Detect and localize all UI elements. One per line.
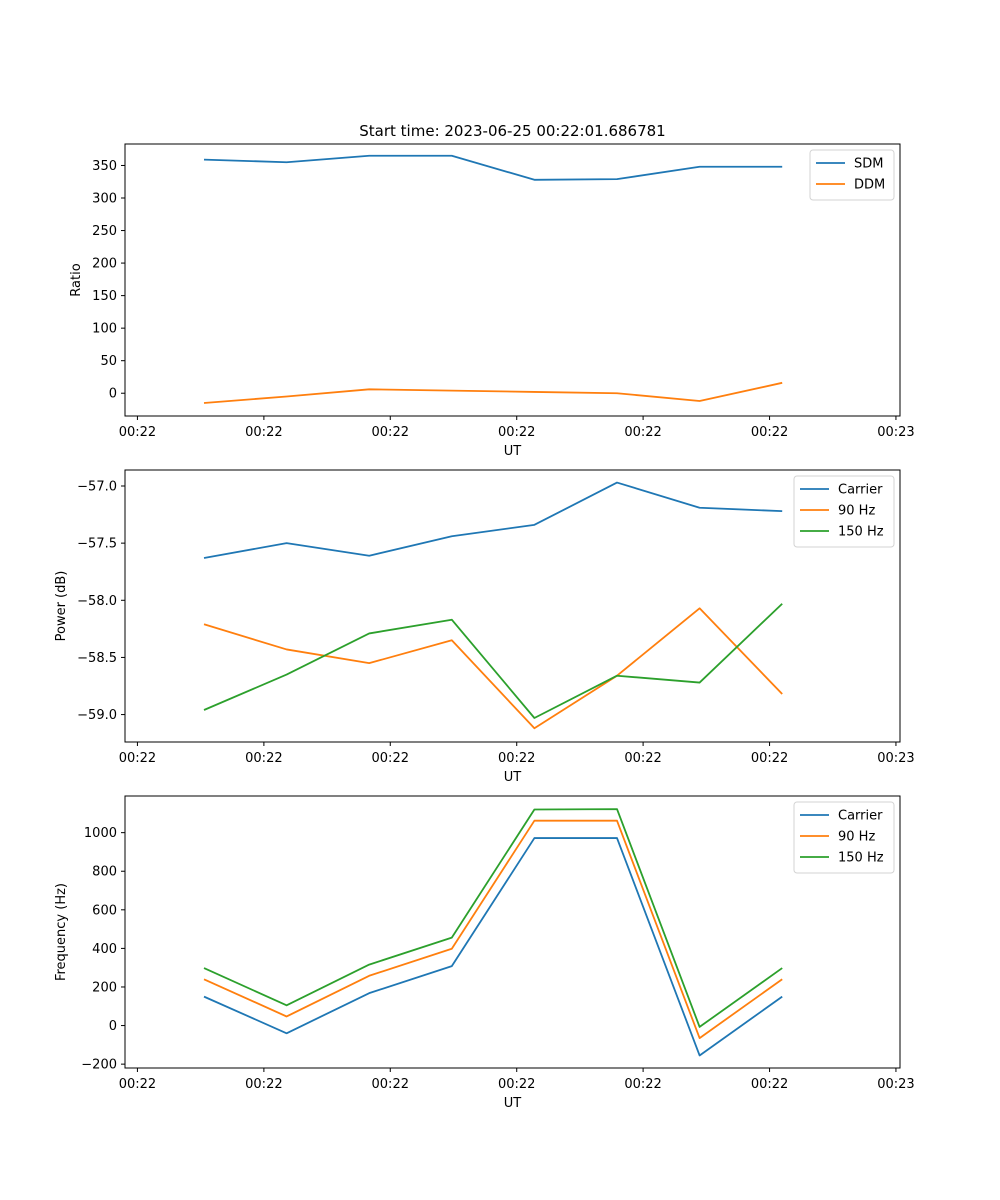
y-tick-label: −59.0 bbox=[77, 708, 117, 723]
y-axis-label: Frequency (Hz) bbox=[54, 883, 69, 981]
y-tick-label: 1000 bbox=[84, 826, 117, 841]
series-line-150-hz bbox=[203, 808, 783, 1028]
x-axis-label: UT bbox=[504, 770, 522, 785]
legend-label: 150 Hz bbox=[838, 525, 884, 540]
y-tick-label: 250 bbox=[92, 224, 117, 239]
x-tick-label: 00:23 bbox=[877, 751, 914, 766]
x-tick-label: 00:22 bbox=[751, 751, 788, 766]
x-tick-label: 00:22 bbox=[498, 751, 535, 766]
y-tick-label: 0 bbox=[109, 1019, 117, 1034]
y-tick-label: 800 bbox=[92, 865, 117, 880]
x-tick-label: 00:22 bbox=[624, 751, 661, 766]
series-line-carrier bbox=[203, 481, 783, 559]
legend bbox=[793, 801, 895, 874]
x-tick-label: 00:22 bbox=[245, 425, 282, 440]
legend-label: SDM bbox=[854, 157, 883, 172]
y-tick-label: 300 bbox=[92, 192, 117, 207]
x-tick-label: 00:22 bbox=[751, 425, 788, 440]
x-tick-label: 00:22 bbox=[119, 425, 156, 440]
chart-panel-1: Start time: 2023-06-25 00:22:01.686781 0 5… bbox=[69, 122, 915, 459]
y-tick-label: 200 bbox=[92, 980, 117, 995]
x-tick-label: 00:22 bbox=[372, 751, 409, 766]
series-line-sdm bbox=[203, 154, 783, 181]
y-axis-label: Power (dB) bbox=[54, 571, 69, 642]
y-tick-label: 200 bbox=[92, 257, 117, 272]
legend-label: 150 Hz bbox=[838, 851, 884, 866]
legend-label: Carrier bbox=[838, 809, 883, 824]
x-axis-label: UT bbox=[504, 1096, 522, 1111]
x-tick-label: 00:22 bbox=[372, 425, 409, 440]
axes-frame bbox=[124, 143, 901, 417]
x-tick-label: 00:22 bbox=[372, 1077, 409, 1092]
y-tick-label: 350 bbox=[92, 159, 117, 174]
x-axis-label: UT bbox=[504, 444, 522, 459]
series-line-90-hz bbox=[203, 607, 783, 730]
x-tick-label: 00:22 bbox=[751, 1077, 788, 1092]
chart-panel-2: −59.0 −58.5 −58.0 −57.5 −57.0 00:22 00:22 00:22… bbox=[54, 469, 915, 785]
series-line-90-hz bbox=[203, 819, 783, 1039]
series-line-ddm bbox=[203, 381, 783, 404]
x-tick-label: 00:22 bbox=[245, 751, 282, 766]
y-tick-label: 50 bbox=[100, 354, 117, 369]
x-tick-label: 00:22 bbox=[119, 1077, 156, 1092]
series-line-150-hz bbox=[203, 603, 783, 719]
x-tick-label: 00:22 bbox=[498, 1077, 535, 1092]
legend-label: Carrier bbox=[838, 483, 883, 498]
axes-frame bbox=[124, 469, 901, 743]
series-line-carrier bbox=[203, 837, 783, 1057]
chart-panel-3: −200 0 200 400 600 800 1000 00:22 00:22 00:22 00:2… bbox=[54, 795, 915, 1111]
y-tick-label: −57.0 bbox=[77, 480, 117, 495]
y-tick-label: 600 bbox=[92, 903, 117, 918]
legend-label: 90 Hz bbox=[838, 830, 875, 845]
x-tick-label: 00:23 bbox=[877, 425, 914, 440]
axes-frame bbox=[124, 795, 901, 1069]
y-tick-label: 0 bbox=[109, 387, 117, 402]
y-tick-label: 100 bbox=[92, 322, 117, 337]
y-tick-label: −200 bbox=[81, 1058, 117, 1073]
x-tick-label: 00:22 bbox=[624, 425, 661, 440]
y-tick-label: −58.0 bbox=[77, 594, 117, 609]
x-tick-label: 00:23 bbox=[877, 1077, 914, 1092]
x-tick-label: 00:22 bbox=[498, 425, 535, 440]
panels: Start time: 2023-06-25 00:22:01.686781 0 5… bbox=[54, 122, 915, 1111]
legend-label: DDM bbox=[854, 178, 885, 193]
legend-label: 90 Hz bbox=[838, 504, 875, 519]
x-tick-label: 00:22 bbox=[624, 1077, 661, 1092]
y-tick-label: −58.5 bbox=[77, 651, 117, 666]
x-tick-label: 00:22 bbox=[119, 751, 156, 766]
y-tick-label: 150 bbox=[92, 289, 117, 304]
x-tick-label: 00:22 bbox=[245, 1077, 282, 1092]
y-tick-label: −57.5 bbox=[77, 537, 117, 552]
chart-title: Start time: 2023-06-25 00:22:01.686781 bbox=[359, 122, 665, 140]
legend bbox=[793, 475, 895, 548]
y-axis-label: Ratio bbox=[69, 263, 84, 296]
y-tick-label: 400 bbox=[92, 942, 117, 957]
